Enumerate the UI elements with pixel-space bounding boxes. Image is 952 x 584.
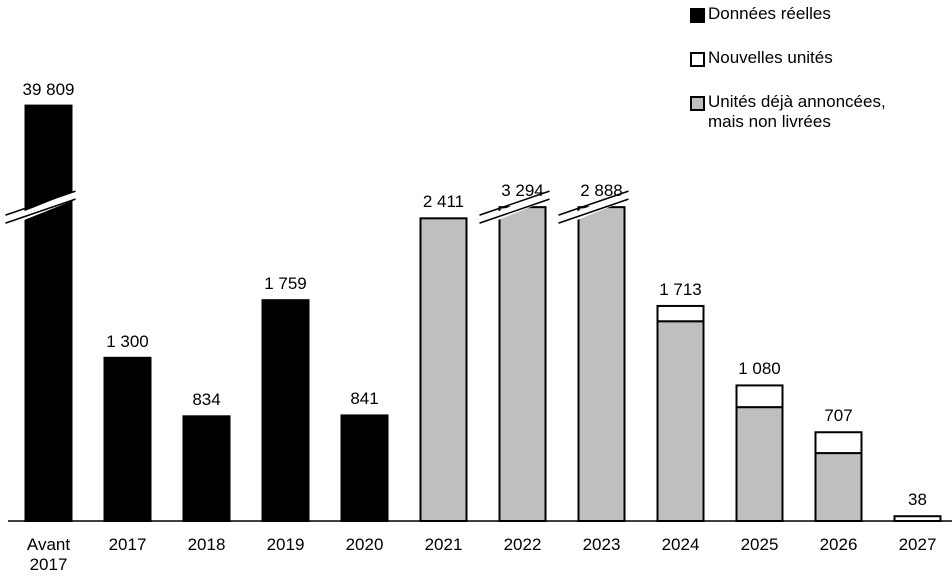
x-tick-label: 2018	[187, 535, 226, 554]
total-label: 707	[824, 406, 853, 426]
legend-item: Données réelles	[690, 4, 940, 24]
bar-segment	[24, 104, 73, 522]
axis-break	[558, 198, 629, 224]
bar-segment	[103, 356, 152, 522]
legend-swatch	[690, 52, 705, 67]
total-label: 1 759	[264, 274, 307, 294]
bar-segment	[814, 452, 863, 523]
x-tick-label: 2024	[661, 535, 700, 554]
x-tick-label: 2021	[424, 535, 463, 554]
total-label: 1 713	[659, 279, 702, 299]
bar-segment	[735, 384, 784, 409]
total-label: 3 294	[501, 181, 544, 201]
bar-segment	[182, 415, 231, 522]
axis-break	[5, 190, 76, 216]
bar-segment	[261, 299, 310, 522]
x-tick-label: 2017	[108, 535, 147, 554]
bar-segment	[498, 206, 547, 522]
legend-item: Nouvelles unités	[690, 48, 940, 68]
legend-label: Unités déjà annoncées, mais non livrées	[708, 92, 886, 131]
bar-segment	[656, 304, 705, 323]
total-label: 39 809	[22, 79, 75, 99]
x-tick-label: 2019	[266, 535, 305, 554]
legend-label: Données réelles	[708, 4, 831, 23]
total-label: 1 080	[738, 359, 781, 379]
axis-break	[479, 198, 550, 224]
total-label: 1 300	[106, 331, 149, 351]
x-tick-label: 2025	[740, 535, 779, 554]
x-tick-label: Avant 2017	[26, 535, 71, 574]
x-tick-label: 2027	[898, 535, 937, 554]
bar-segment	[577, 206, 626, 522]
bar-segment	[735, 406, 784, 522]
x-tick-label: 2026	[819, 535, 858, 554]
total-label: 834	[192, 390, 221, 410]
bar-segment	[340, 414, 389, 522]
axis-break	[5, 198, 76, 224]
x-tick-label: 2023	[582, 535, 621, 554]
total-label: 841	[350, 389, 379, 409]
axis-break	[479, 190, 550, 216]
x-tick-label: 2020	[345, 535, 384, 554]
axis-break	[558, 190, 629, 216]
x-tick-label: 2022	[503, 535, 542, 554]
total-label: 38	[908, 490, 927, 510]
total-label: 2 411	[422, 192, 465, 212]
legend-swatch	[690, 8, 705, 23]
legend-label: Nouvelles unités	[708, 48, 833, 67]
total-label: 2 888	[580, 181, 623, 201]
legend-item: Unités déjà annoncées, mais non livrées	[690, 92, 940, 132]
bar-segment	[419, 217, 468, 522]
bar-segment	[656, 320, 705, 523]
legend-swatch	[690, 96, 705, 111]
bar-segment	[814, 431, 863, 455]
